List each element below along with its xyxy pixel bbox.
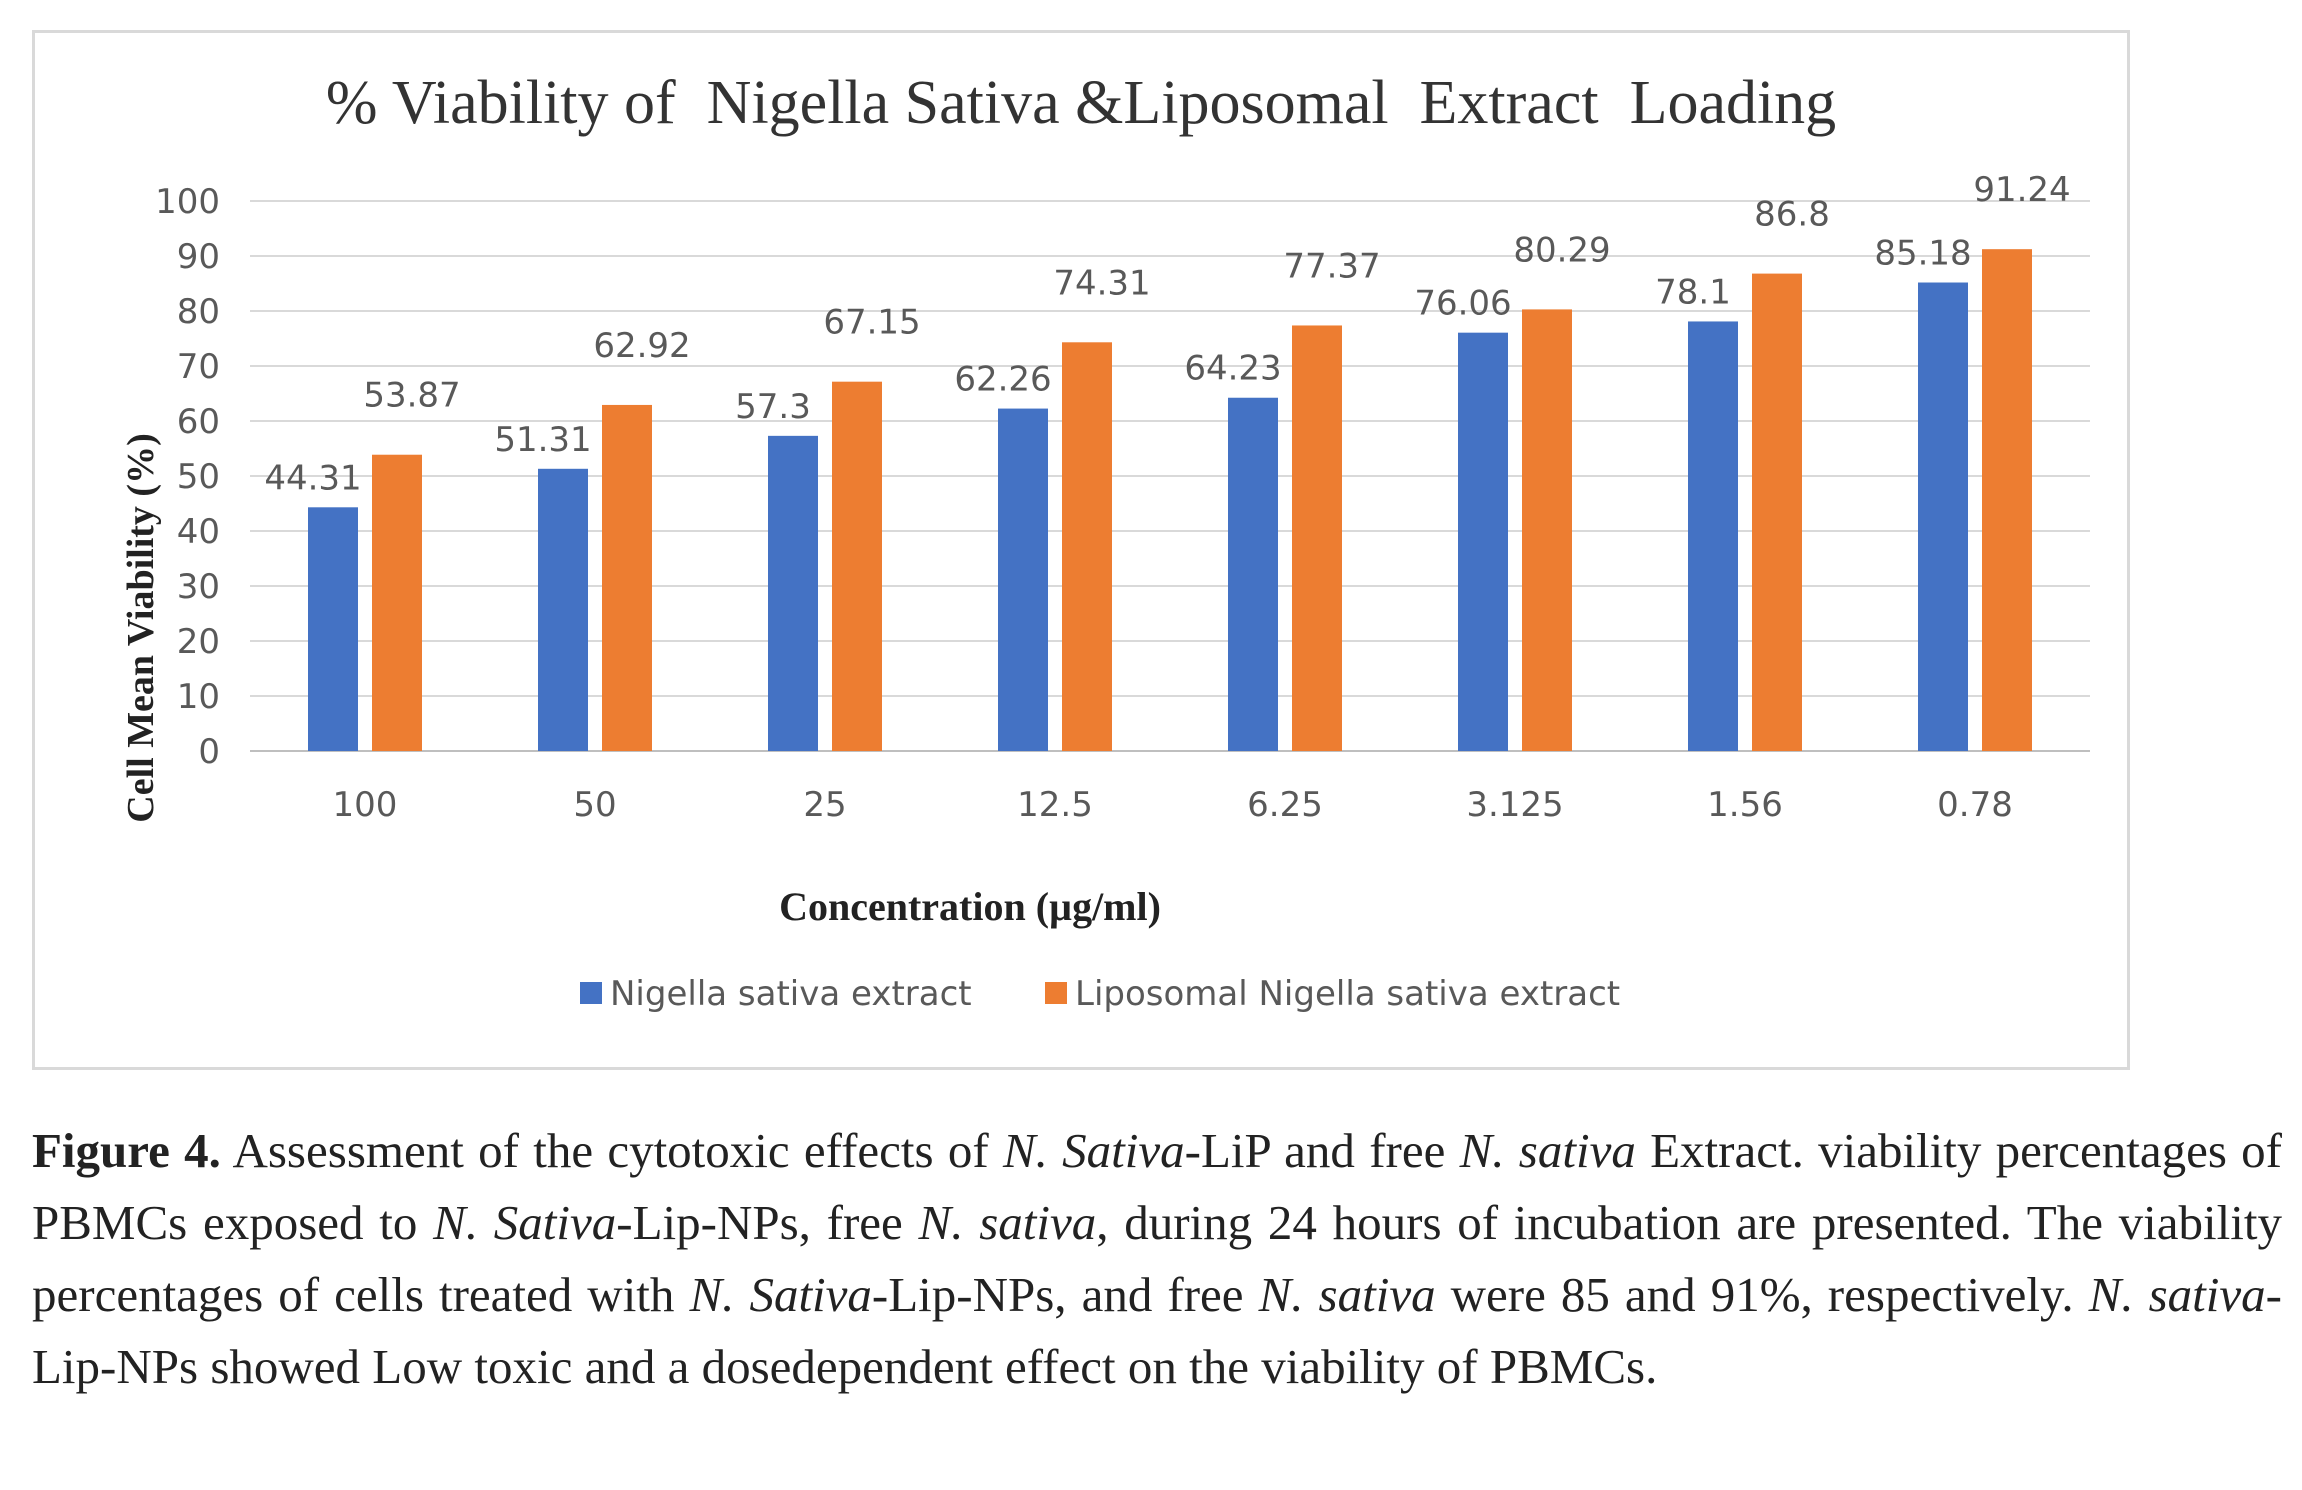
bars xyxy=(308,249,2032,751)
data-label: 86.8 xyxy=(1754,195,1830,235)
data-label: 67.15 xyxy=(823,303,920,343)
x-tick-label: 1.56 xyxy=(1707,785,1783,825)
caption-species-name: N. Sativa xyxy=(689,1267,872,1322)
caption-text-run: were 85 and 91%, respectively. xyxy=(1435,1267,2089,1322)
x-tick-label: 0.78 xyxy=(1937,785,2013,825)
bar-liposomal-nigella-sativa xyxy=(832,381,882,751)
caption-species-name: N. Sativa xyxy=(1002,1123,1185,1178)
chart: % Viability of Nigella Sativa &Liposomal… xyxy=(120,69,2090,1014)
data-label: 91.24 xyxy=(1973,170,2070,210)
bar-nigella-sativa xyxy=(1458,332,1508,751)
bar-nigella-sativa xyxy=(538,468,588,751)
bar-nigella-sativa xyxy=(1918,282,1968,751)
data-label: 57.3 xyxy=(735,387,811,427)
legend-swatch xyxy=(1045,982,1067,1004)
bar-liposomal-nigella-sativa xyxy=(372,454,422,751)
legend-label: Liposomal Nigella sativa extract xyxy=(1075,974,1620,1014)
caption-text: Assessment of the cytotoxic effects of N… xyxy=(32,1123,2282,1394)
caption-species-name: N. sativa xyxy=(1459,1123,1636,1178)
figure-caption: Figure 4. Assessment of the cytotoxic ef… xyxy=(32,1115,2282,1403)
y-axis-ticks: 0 10 20 30 40 50 60 70 80 90 100 xyxy=(155,182,220,772)
bar-nigella-sativa xyxy=(308,507,358,751)
data-label: 51.31 xyxy=(494,420,591,460)
x-tick-label: 25 xyxy=(803,785,846,825)
bar-liposomal-nigella-sativa xyxy=(1292,325,1342,751)
y-tick-label: 30 xyxy=(177,567,220,607)
bar-nigella-sativa xyxy=(998,408,1048,751)
caption-species-name: N. sativa xyxy=(918,1195,1097,1250)
data-label: 74.31 xyxy=(1053,263,1150,303)
caption-text-run: -Lip-NPs, and free xyxy=(871,1267,1259,1322)
caption-species-name: N. sativa xyxy=(2088,1267,2266,1322)
y-tick-label: 50 xyxy=(177,457,220,497)
caption-text-run: , during 24 hours of incubation are pres… xyxy=(32,1195,2282,1322)
data-label: 78.1 xyxy=(1655,272,1731,312)
y-tick-label: 80 xyxy=(177,292,220,332)
legend-label: Nigella sativa extract xyxy=(610,974,972,1014)
caption-text-run: Assessment of the cytotoxic effects of xyxy=(220,1123,1003,1178)
figure-label: Figure 4. xyxy=(32,1123,221,1178)
y-tick-label: 10 xyxy=(177,677,220,717)
x-tick-label: 100 xyxy=(333,785,398,825)
data-label: 76.06 xyxy=(1414,284,1511,324)
x-tick-label: 12.5 xyxy=(1017,785,1093,825)
caption-text-run: -Lip-NPs, free xyxy=(616,1195,919,1250)
data-labels: 44.31 53.87 51.31 62.92 57.3 67.15 62.26 74.31 6… xyxy=(264,170,2070,498)
caption-text-run: -LiP and free xyxy=(1184,1123,1460,1178)
chart-title: % Viability of Nigella Sativa &Liposomal… xyxy=(326,69,1836,137)
data-label: 85.18 xyxy=(1874,234,1971,274)
legend-swatch xyxy=(580,982,602,1004)
x-tick-label: 50 xyxy=(573,785,616,825)
x-tick-label: 3.125 xyxy=(1466,785,1563,825)
bar-liposomal-nigella-sativa xyxy=(1062,342,1112,751)
x-axis-ticks: 100 50 25 12.5 6.25 3.125 1.56 0.78 xyxy=(333,785,2013,825)
data-label: 62.92 xyxy=(593,326,690,366)
data-label: 80.29 xyxy=(1513,230,1610,270)
grid xyxy=(250,200,2090,752)
data-label: 62.26 xyxy=(954,360,1051,400)
bar-nigella-sativa xyxy=(1228,397,1278,751)
data-label: 77.37 xyxy=(1283,246,1380,286)
y-axis-title: Cell Mean Viability (%) xyxy=(120,433,162,822)
y-tick-label: 40 xyxy=(177,512,220,552)
y-tick-label: 0 xyxy=(198,732,220,772)
legend: Nigella sativa extract Liposomal Nigella … xyxy=(580,974,1620,1014)
bar-nigella-sativa xyxy=(1688,321,1738,751)
y-tick-label: 60 xyxy=(177,402,220,442)
chart-frame: % Viability of Nigella Sativa &Liposomal… xyxy=(32,30,2130,1070)
bar-liposomal-nigella-sativa xyxy=(1522,309,1572,751)
bar-liposomal-nigella-sativa xyxy=(602,404,652,751)
bar-liposomal-nigella-sativa xyxy=(1752,273,1802,751)
bar-nigella-sativa xyxy=(768,435,818,751)
bar-liposomal-nigella-sativa xyxy=(1982,249,2032,751)
y-tick-label: 70 xyxy=(177,347,220,387)
x-tick-label: 6.25 xyxy=(1247,785,1323,825)
y-tick-label: 20 xyxy=(177,622,220,662)
data-label: 53.87 xyxy=(363,376,460,416)
caption-text-run: Extract. viability percentages of PBMCs … xyxy=(32,1123,2282,1250)
caption-species-name: N. sativa xyxy=(1258,1267,1436,1322)
caption-text-run: -Lip-NPs showed Low toxic and a dosedepe… xyxy=(32,1267,2282,1394)
data-label: 64.23 xyxy=(1184,349,1281,389)
data-label: 44.31 xyxy=(264,458,361,498)
y-tick-label: 90 xyxy=(177,237,220,277)
x-axis-title: Concentration (µg/ml) xyxy=(779,884,1161,929)
y-tick-label: 100 xyxy=(155,182,220,222)
caption-species-name: N. Sativa xyxy=(433,1195,617,1250)
